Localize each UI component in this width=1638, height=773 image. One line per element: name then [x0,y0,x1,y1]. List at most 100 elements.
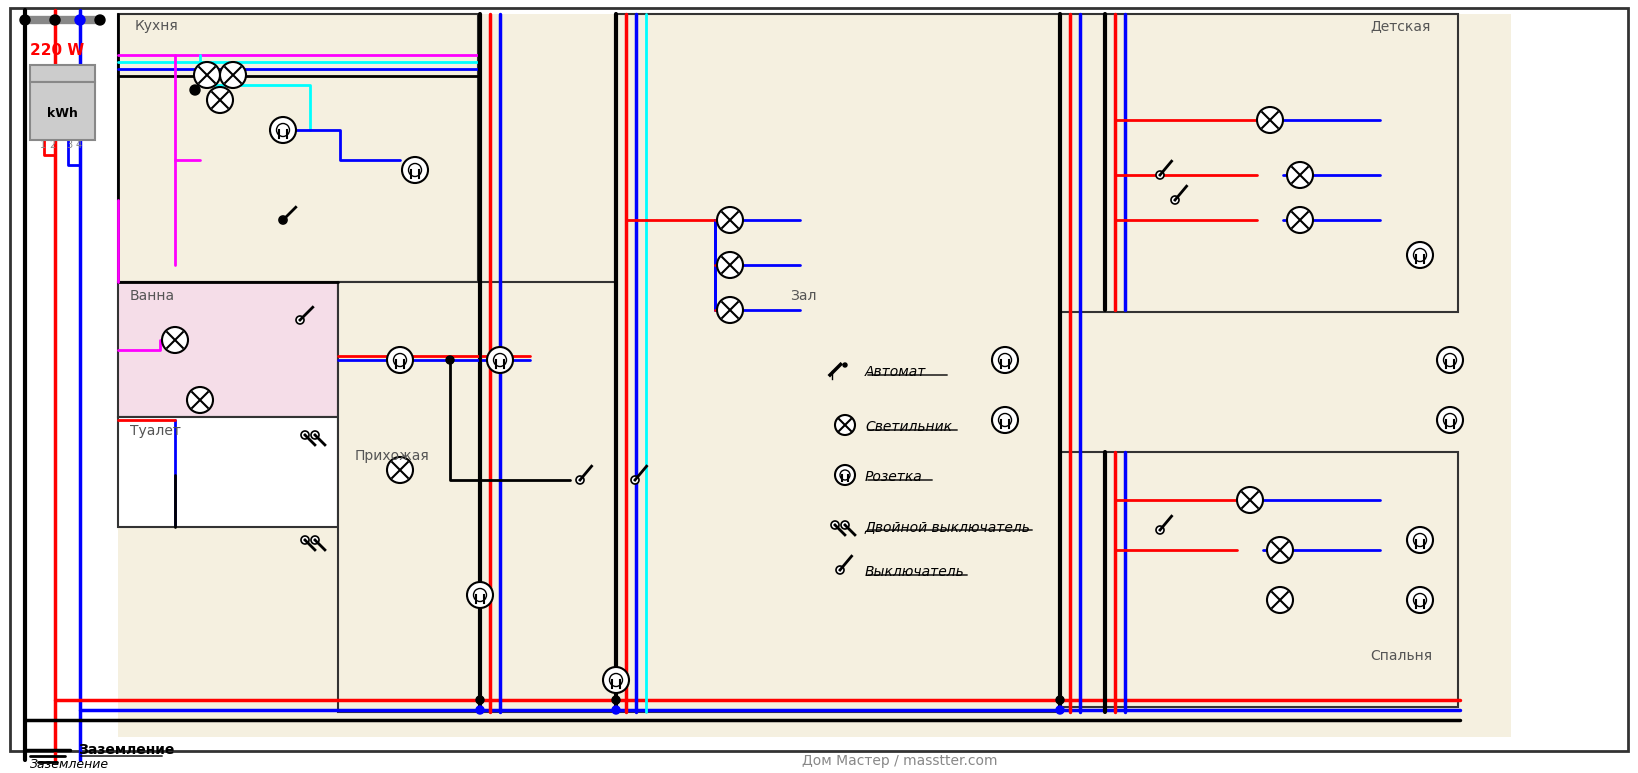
Circle shape [206,87,233,113]
Circle shape [446,356,454,364]
Circle shape [278,216,287,224]
Circle shape [1268,537,1292,563]
Text: 2: 2 [49,140,56,150]
Circle shape [477,696,483,704]
Circle shape [1171,196,1179,204]
Circle shape [835,566,844,574]
Circle shape [51,15,61,25]
Circle shape [187,387,213,413]
Bar [29,81,95,140]
Text: Туалет: Туалет [129,424,180,438]
Circle shape [1437,347,1463,373]
Bar [337,282,616,712]
Circle shape [467,582,493,608]
Circle shape [840,470,850,480]
Circle shape [190,85,200,95]
Circle shape [162,327,188,353]
Circle shape [1414,533,1427,547]
Circle shape [387,457,413,483]
Bar [118,282,337,417]
Circle shape [830,521,839,529]
Circle shape [993,347,1017,373]
Circle shape [835,415,855,435]
Circle shape [1407,587,1433,613]
Text: 1: 1 [39,140,46,150]
Circle shape [613,706,621,714]
Text: kWh: kWh [48,107,79,121]
Bar [118,14,478,282]
Circle shape [301,431,310,439]
Circle shape [1414,248,1427,261]
Circle shape [1156,526,1165,534]
Circle shape [631,476,639,484]
Text: Кухня: Кухня [134,19,179,33]
Circle shape [993,407,1017,433]
Circle shape [603,667,629,693]
Circle shape [311,431,319,439]
Text: Светильник: Светильник [865,420,952,434]
Circle shape [1414,594,1427,607]
Text: Заземление: Заземление [79,743,174,757]
Bar [118,417,337,527]
Circle shape [577,476,585,484]
Circle shape [717,297,744,323]
Circle shape [393,353,406,366]
Circle shape [1407,527,1433,553]
Circle shape [311,536,319,544]
Circle shape [1268,587,1292,613]
Text: 3: 3 [66,140,72,150]
Circle shape [486,347,513,373]
Circle shape [1156,171,1165,179]
Circle shape [277,124,290,137]
Text: Дом Мастер / masstter.com: Дом Мастер / masstter.com [803,754,998,768]
Text: Розетка: Розетка [865,470,922,484]
Circle shape [1287,162,1314,188]
Circle shape [840,521,848,529]
Circle shape [95,15,105,25]
Circle shape [717,207,744,233]
Circle shape [1256,107,1283,133]
Text: Зал: Зал [790,289,816,303]
Text: 4: 4 [75,140,82,150]
Circle shape [1057,696,1065,704]
Circle shape [1407,242,1433,268]
Text: Прихожая: Прихожая [355,449,429,463]
Circle shape [1057,706,1065,714]
Circle shape [75,15,85,25]
Bar [118,14,1510,737]
Circle shape [1437,407,1463,433]
Circle shape [1287,207,1314,233]
Circle shape [477,706,483,714]
Circle shape [717,252,744,278]
Circle shape [844,363,847,367]
Circle shape [1237,487,1263,513]
Circle shape [493,353,506,366]
Bar [616,14,1060,712]
Text: Автомат: Автомат [865,365,927,379]
Circle shape [401,157,428,183]
Circle shape [20,15,29,25]
Circle shape [270,117,296,143]
Circle shape [609,673,622,686]
Circle shape [387,347,413,373]
Circle shape [613,696,621,704]
Circle shape [1443,353,1456,366]
Text: Детская: Детская [1369,19,1430,33]
Circle shape [999,414,1012,427]
Circle shape [999,353,1012,366]
Text: Спальня: Спальня [1369,649,1432,663]
Circle shape [301,536,310,544]
Circle shape [280,217,287,223]
Text: Выключатель: Выключатель [865,565,965,579]
Bar [1060,14,1458,312]
Circle shape [1443,414,1456,427]
Circle shape [219,62,246,88]
Circle shape [193,62,219,88]
Text: Двойной выключатель: Двойной выключатель [865,520,1030,534]
Circle shape [473,588,486,601]
Bar [29,65,95,81]
Text: Заземление: Заземление [29,758,110,771]
Circle shape [296,316,305,324]
Text: 220 W: 220 W [29,43,84,58]
Bar [1060,452,1458,707]
